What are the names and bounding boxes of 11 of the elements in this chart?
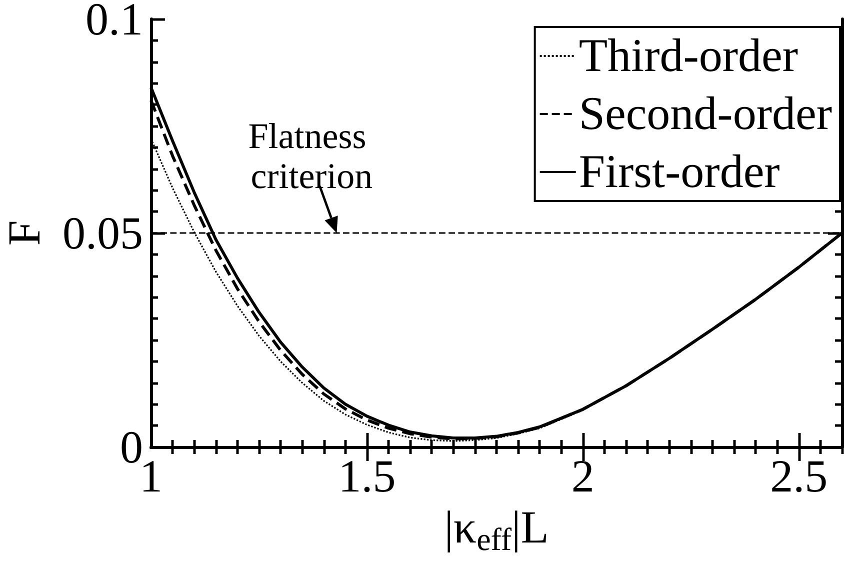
x-tick-label: 2.5 [770, 450, 828, 502]
legend-label: First-order [578, 146, 780, 198]
x-tick-label: 1.5 [338, 450, 396, 502]
y-tick-label: 0 [120, 422, 143, 472]
x-tick-label: 2 [571, 450, 594, 502]
legend-label: Third-order [578, 30, 798, 82]
y-tick-label: 0.05 [62, 208, 143, 258]
annotation: Flatness criterion [248, 116, 376, 196]
y-tick-label: 0.1 [86, 0, 143, 44]
y-axis-title: F [0, 220, 50, 246]
legend-label: Second-order [578, 88, 832, 140]
